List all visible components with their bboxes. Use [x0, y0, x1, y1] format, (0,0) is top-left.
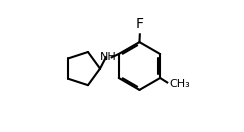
Text: CH₃: CH₃: [170, 79, 191, 89]
Text: F: F: [136, 17, 144, 31]
Text: NH: NH: [100, 52, 117, 62]
